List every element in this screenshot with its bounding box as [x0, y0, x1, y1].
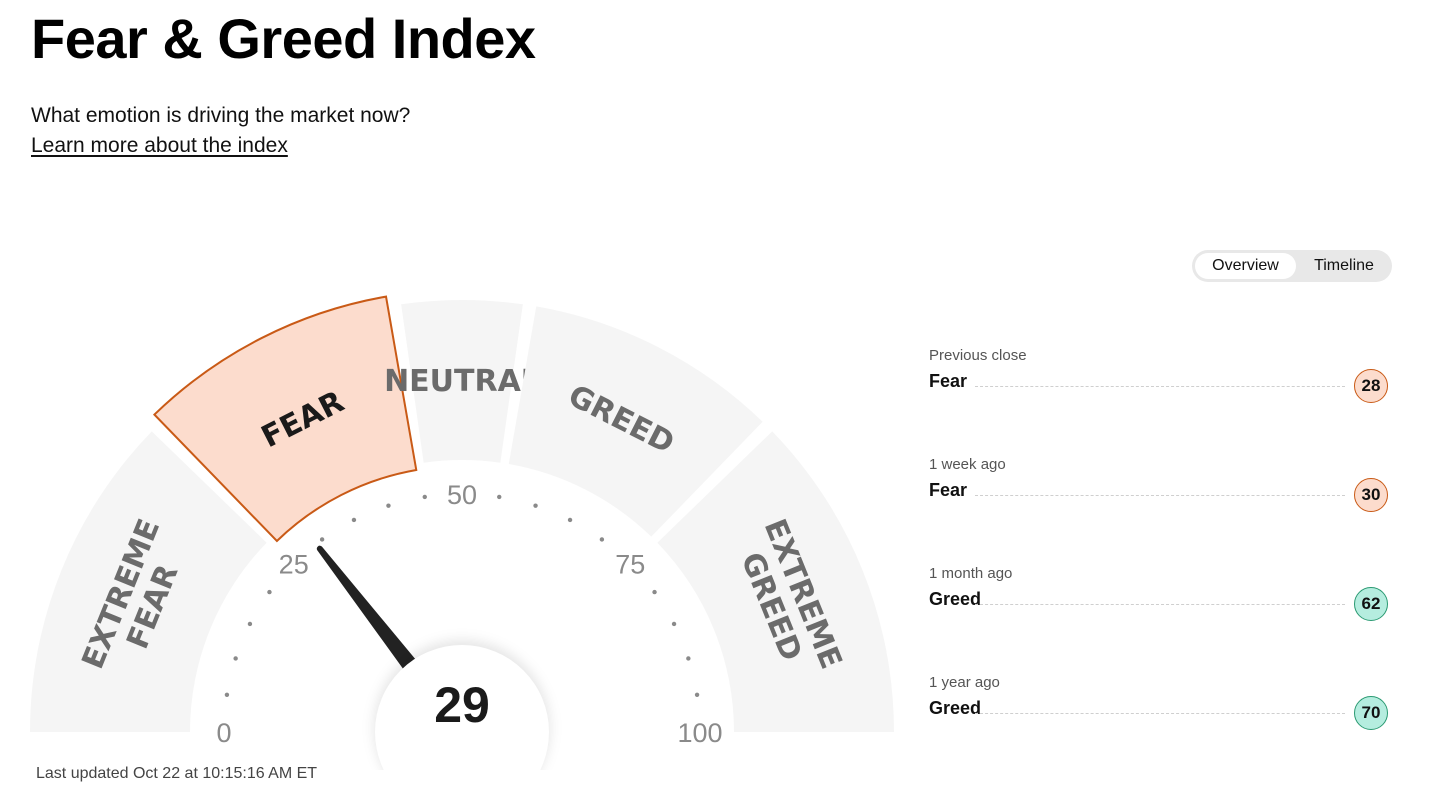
- gauge-segment-neutral: [401, 300, 523, 463]
- scale-tick-dot: [497, 494, 502, 500]
- history-rating: Greed: [929, 698, 982, 718]
- scale-label: 100: [677, 718, 722, 748]
- scale-tick-dot: [694, 692, 700, 697]
- gauge-value: 29: [434, 677, 490, 733]
- scale-label: 75: [615, 550, 645, 580]
- history-item-1-year-ago: 1 year ago Greed 70: [929, 674, 1389, 783]
- scale-tick-dot: [233, 656, 238, 661]
- history-item-1-month-ago: 1 month ago Greed 62: [929, 565, 1389, 674]
- history-value-badge: 70: [1354, 696, 1388, 730]
- scale-tick-dot: [671, 621, 677, 627]
- scale-tick-dot: [267, 589, 272, 595]
- history-item-1-week-ago: 1 week ago Fear 30: [929, 456, 1389, 565]
- history-item-previous-close: Previous close Fear 28: [929, 347, 1389, 456]
- scale-tick-dot: [652, 589, 657, 595]
- scale-tick-dot: [247, 621, 253, 627]
- gauge-segment-greed: [508, 306, 763, 537]
- gauge-segment-label: NEUTRAL: [384, 364, 540, 399]
- history-rating: Greed: [929, 589, 982, 609]
- page-subtitle: What emotion is driving the market now?: [31, 104, 411, 127]
- scale-tick-dot: [386, 503, 391, 508]
- scale-tick-dot: [533, 503, 538, 508]
- scale-tick-dot: [686, 656, 691, 661]
- page-title: Fear & Greed Index: [31, 7, 536, 70]
- history-value-badge: 30: [1354, 478, 1388, 512]
- scale-label: 50: [447, 480, 477, 510]
- scale-tick-dot: [422, 494, 427, 500]
- history-rating: Fear: [929, 371, 968, 391]
- scale-tick-dot: [224, 692, 230, 697]
- history-value-badge: 62: [1354, 587, 1388, 621]
- scale-tick-dot: [567, 517, 573, 523]
- gauge-segment-extreme-greed: [657, 431, 894, 732]
- tab-timeline[interactable]: Timeline: [1314, 257, 1374, 274]
- history-period: 1 month ago: [929, 565, 1013, 582]
- history-period: 1 year ago: [929, 674, 1000, 691]
- scale-tick-dot: [319, 537, 325, 542]
- history-period: 1 week ago: [929, 456, 1006, 473]
- history-period: Previous close: [929, 347, 1027, 364]
- scale-tick-dot: [599, 537, 605, 542]
- tab-overview[interactable]: Overview: [1195, 253, 1296, 279]
- scale-tick-dot: [351, 517, 357, 523]
- gauge-needle: [316, 545, 420, 674]
- view-toggle: Overview Timeline: [1192, 250, 1392, 282]
- gauge-segment-fear: [152, 295, 418, 543]
- dashed-divider: [975, 495, 1345, 496]
- scale-label: 0: [216, 718, 231, 748]
- learn-more-link[interactable]: Learn more about the index: [31, 134, 288, 157]
- gauge-segment-extreme-fear: [30, 431, 267, 732]
- history-rating: Fear: [929, 480, 968, 500]
- history-value-badge: 28: [1354, 369, 1388, 403]
- gauge-hub: [375, 645, 549, 770]
- history-list: Previous close Fear 28 1 week ago Fear 3…: [929, 347, 1389, 783]
- scale-label: 25: [279, 550, 309, 580]
- last-updated: Last updated Oct 22 at 10:15:16 AM ET: [36, 765, 318, 782]
- dashed-divider: [975, 604, 1345, 605]
- dashed-divider: [975, 713, 1345, 714]
- dashed-divider: [975, 386, 1345, 387]
